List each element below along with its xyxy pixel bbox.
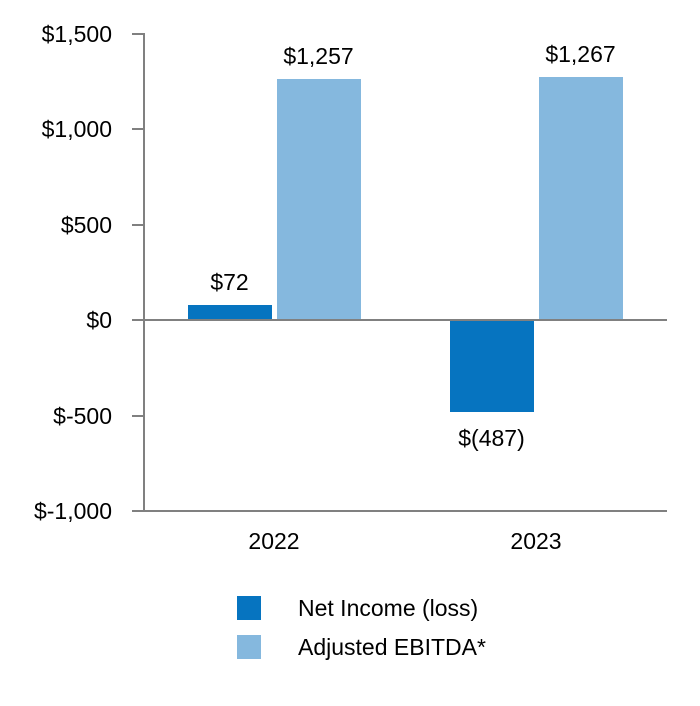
y-tick-mark	[132, 510, 143, 512]
y-tick-mark	[132, 414, 143, 417]
bar-value-label-adjusted-ebitda-2022: $1,257	[283, 43, 354, 70]
y-tick-mark	[132, 33, 143, 35]
x-axis-line	[132, 510, 667, 512]
y-tick-label: $500	[60, 211, 112, 238]
zero-gridline	[143, 319, 667, 322]
bar-value-label-net-income-loss-2023: $(487)	[458, 425, 525, 452]
y-tick-mark	[132, 223, 143, 226]
legend: Net Income (loss) Adjusted EBITDA*	[237, 595, 486, 673]
y-tick-label: $0	[86, 307, 112, 334]
legend-item-adjusted-ebitda: Adjusted EBITDA*	[237, 634, 486, 660]
bar-net-income-loss-2023	[449, 319, 534, 413]
legend-item-net-income-loss: Net Income (loss)	[237, 595, 486, 621]
y-tick-mark	[132, 128, 143, 131]
legend-label-net-income-loss: Net Income (loss)	[298, 595, 479, 621]
legend-swatch-adjusted-ebitda	[237, 635, 261, 659]
x-axis-label-2023: 2023	[510, 528, 562, 554]
y-tick-mark	[132, 319, 143, 322]
y-axis-line	[143, 33, 145, 512]
bar-net-income-loss-2022	[187, 305, 272, 320]
y-tick-label: $-1,000	[33, 498, 112, 524]
bar-value-label-adjusted-ebitda-2023: $1,267	[545, 41, 616, 68]
legend-swatch-net-income-loss	[237, 596, 261, 620]
legend-label-adjusted-ebitda: Adjusted EBITDA*	[298, 634, 486, 660]
y-tick-label: $1,500	[41, 21, 112, 47]
y-tick-label: $-500	[53, 402, 112, 429]
bar-value-label-net-income-loss-2022: $72	[210, 269, 249, 296]
y-tick-label: $1,000	[41, 116, 112, 143]
bar-adjusted-ebitda-2023	[538, 77, 623, 320]
x-axis-label-2022: 2022	[248, 528, 300, 554]
bar-adjusted-ebitda-2022	[276, 79, 361, 320]
